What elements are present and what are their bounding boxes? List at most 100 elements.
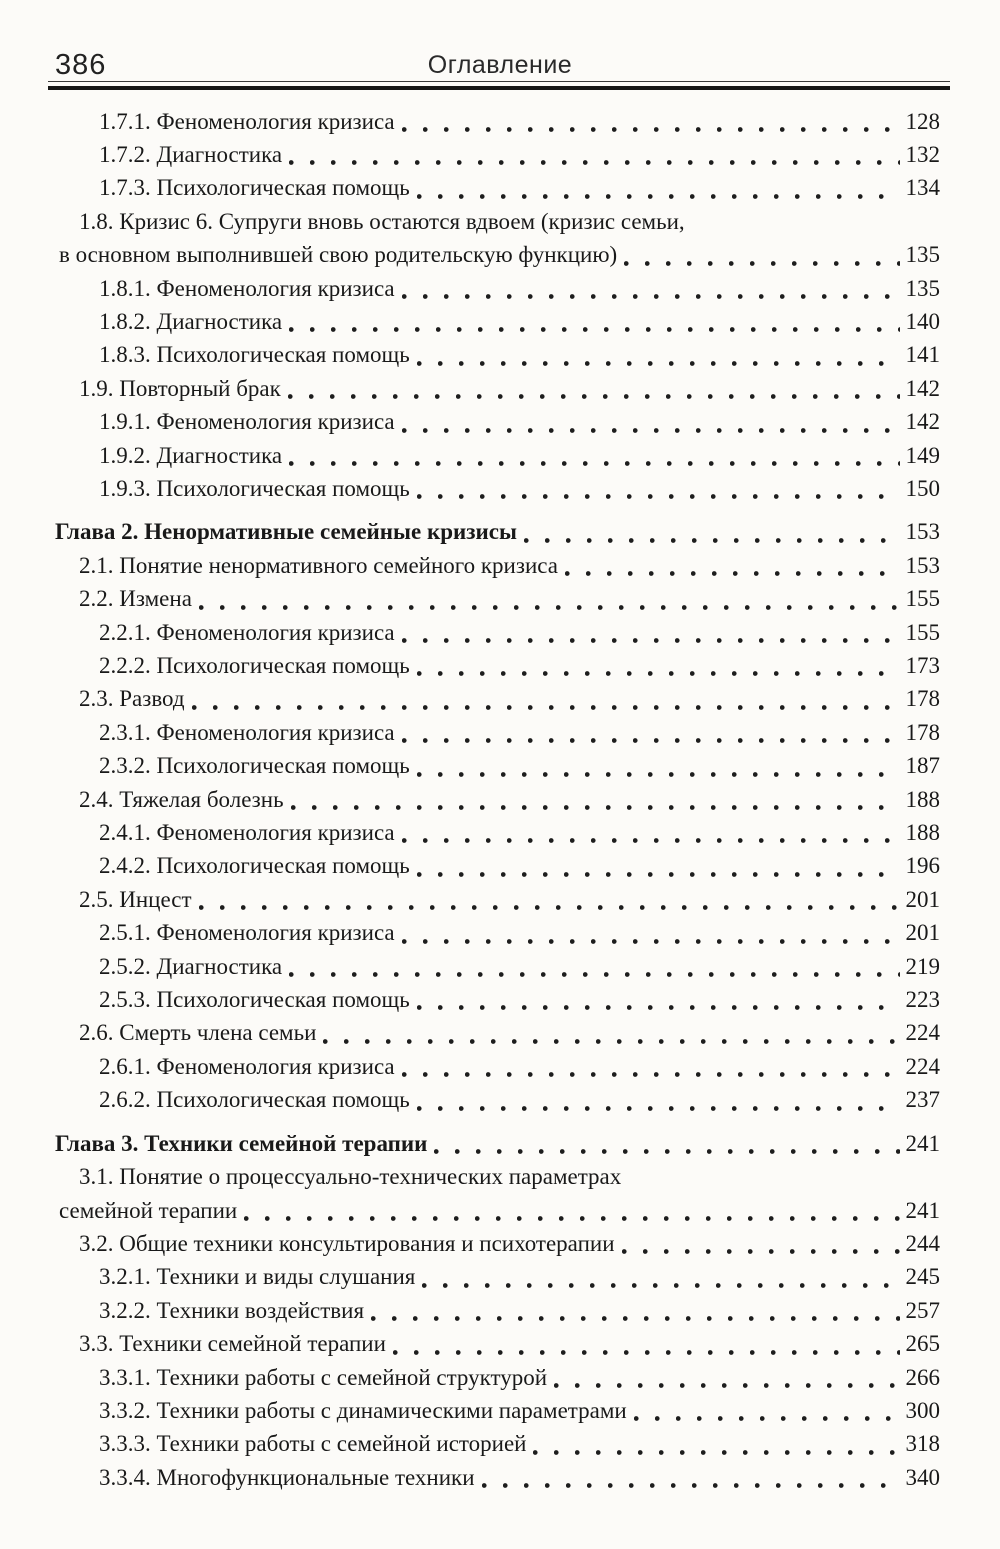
toc-entry: 3.3.4. Многофункциональные техники 340 [99, 1461, 940, 1494]
toc-entry-line: 2.2.1. Феноменология кризиса 155 [99, 616, 940, 649]
toc-page-number: 173 [905, 653, 941, 678]
toc-entry: 1.8.3. Психологическая помощь 141 [99, 338, 940, 371]
dot-leader [191, 704, 900, 712]
dot-leader [624, 260, 900, 268]
dot-leader [323, 1038, 900, 1046]
toc-page-number: 245 [905, 1264, 941, 1290]
dot-leader [198, 905, 900, 913]
toc-entry-title: 2.2.2. Психологическая помощь [99, 653, 410, 678]
toc-page-number: 266 [905, 1364, 941, 1390]
toc-page-number: 153 [905, 552, 941, 578]
toc-entry: 2.5.2. Диагностика 219 [99, 950, 940, 983]
toc-entry-title: 2.3.1. Феноменология кризиса [99, 719, 395, 745]
dot-leader [434, 1149, 900, 1157]
page-number: 386 [55, 49, 107, 81]
toc-entry-line: 2.6.1. Феноменология кризиса 224 [99, 1050, 940, 1083]
toc-entry-title: 2.6. Смерть члена семьи [79, 1020, 317, 1046]
toc-entry-title: 1.7.1. Феноменология кризиса [99, 108, 395, 134]
toc-entry-title: 3.3.3. Техники работы с семейной историе… [99, 1431, 527, 1457]
toc-entry: 2.4.2. Психологическая помощь 196 [99, 849, 940, 882]
dot-leader [416, 871, 900, 879]
toc-page-number: 340 [905, 1464, 941, 1490]
dot-leader [416, 771, 900, 779]
page-header: 386 Оглавление [0, 0, 1000, 80]
toc-entry-line: 3.3.4. Многофункциональные техники 340 [99, 1461, 940, 1494]
toc-entry-line: 2.1. Понятие ненормативного семейного кр… [79, 549, 940, 582]
toc-entry: 2.4.1. Феноменология кризиса 188 [99, 816, 940, 849]
toc-entry-line: 3.2.2. Техники воздействия 257 [99, 1294, 940, 1327]
toc-entry-line: 1.9.1. Феноменология кризиса 142 [99, 405, 940, 438]
toc-page-number: 237 [905, 1087, 941, 1113]
toc-page-number: 265 [905, 1331, 941, 1357]
toc-entry-title: 1.8.2. Диагностика [99, 308, 283, 334]
dot-leader [244, 1215, 900, 1223]
toc-entry: 3.2.1. Техники и виды слушания 245 [99, 1260, 940, 1293]
toc-entry-title: 1.8.3. Психологическая помощь [99, 342, 410, 368]
toc-entry: 2.2.1. Феноменология кризиса 155 [99, 616, 940, 649]
toc-entry-line: 3.2.1. Техники и виды слушания 245 [99, 1260, 940, 1293]
toc-entry-line: 3.2. Общие техники консультирования и пс… [79, 1227, 940, 1260]
toc-entry: 2.3.2. Психологическая помощь 187 [99, 749, 940, 782]
toc-entry-title: 2.5.1. Феноменология кризиса [99, 920, 395, 946]
dot-leader [401, 293, 900, 301]
toc-entry-line: 2.3. Развод 178 [79, 682, 940, 715]
toc-entry-line: 3.3. Техники семейной терапии 265 [79, 1327, 940, 1360]
table-of-contents: 1.7.1. Феноменология кризиса 128 1.7.2. Ди… [0, 90, 1000, 1495]
toc-entry-title: семейной терапии [59, 1197, 238, 1223]
toc-entry: 2.5.3. Психологическая помощь 223 [99, 983, 940, 1016]
toc-page-number: 142 [905, 409, 941, 435]
toc-entry-line: 1.9. Повторный брак 142 [79, 372, 940, 405]
toc-entry-line: 2.3.1. Феноменология кризиса 178 [99, 716, 940, 749]
toc-entry-title: 2.6.1. Феноменология кризиса [99, 1053, 395, 1079]
header-rule-thick [48, 86, 950, 90]
toc-entry-title: 1.9. Повторный брак [79, 375, 281, 401]
toc-page-number: 224 [905, 1053, 941, 1079]
toc-page-number: 201 [905, 886, 941, 912]
toc-page-number: 155 [905, 619, 941, 645]
dot-leader [289, 327, 900, 335]
dot-leader [401, 938, 900, 946]
dot-leader [401, 1072, 900, 1080]
dot-leader [554, 1382, 900, 1390]
toc-page-number: 188 [905, 786, 941, 812]
toc-entry-line: 2.4.2. Психологическая помощь 196 [99, 849, 940, 882]
toc-entry-title: 2.5.2. Диагностика [99, 953, 283, 979]
toc-entry: 3.1. Понятие о процессуально-технических… [59, 1160, 940, 1227]
toc-entry-line: 2.5.3. Психологическая помощь 223 [99, 983, 940, 1016]
toc-entry-title: 3.2. Общие техники консультирования и пс… [79, 1230, 615, 1256]
dot-leader [290, 805, 900, 813]
toc-entry-line: 3.3.1. Техники работы с семейной структу… [99, 1361, 940, 1394]
toc-entry: Глава 3. Техники семейной терапии 241 [55, 1127, 940, 1160]
toc-entry-title: 2.4.1. Феноменология кризиса [99, 820, 395, 846]
toc-entry-title: 3.3. Техники семейной терапии [79, 1331, 386, 1357]
toc-entry: 2.5.1. Феноменология кризиса 201 [99, 916, 940, 949]
toc-page-number: 132 [905, 141, 941, 167]
toc-entry: 1.8.2. Диагностика 140 [99, 305, 940, 338]
toc-page-number: 141 [905, 342, 941, 368]
dot-leader [401, 126, 900, 134]
toc-entry-title: 2.6.2. Психологическая помощь [99, 1087, 410, 1113]
toc-page-number: 150 [905, 475, 941, 501]
dot-leader [401, 427, 900, 435]
dot-leader [198, 604, 900, 612]
toc-entry-line: 2.2.2. Психологическая помощь 173 [99, 649, 940, 682]
toc-entry-title: 1.9.1. Феноменология кризиса [99, 409, 395, 435]
toc-entry-line: 1.8. Кризис 6. Супруги вновь остаются вд… [79, 205, 940, 238]
toc-entry: 2.6. Смерть члена семьи 224 [79, 1016, 940, 1049]
toc-entry-title: 1.9.3. Психологическая помощь [99, 475, 410, 501]
toc-entry-line: 1.7.1. Феноменология кризиса 128 [99, 105, 940, 138]
dot-leader [422, 1282, 900, 1290]
toc-entry: 3.2.2. Техники воздействия 257 [99, 1294, 940, 1327]
toc-page-number: 178 [905, 719, 941, 745]
toc-entry-title: 2.4.2. Психологическая помощь [99, 853, 410, 879]
toc-entry: 1.7.2. Диагностика 132 [99, 138, 940, 171]
dot-leader [416, 1005, 900, 1013]
toc-entry-title: Глава 2. Ненормативные семейные кризисы [55, 519, 517, 545]
dot-leader [401, 838, 900, 846]
toc-entry: 2.5. Инцест 201 [79, 883, 940, 916]
dot-leader [287, 394, 900, 402]
toc-entry-title: 3.3.4. Многофункциональные техники [99, 1464, 475, 1490]
toc-entry-title: 2.2. Измена [79, 586, 192, 612]
toc-entry: 2.3.1. Феноменология кризиса 178 [99, 716, 940, 749]
toc-page-number: 318 [905, 1431, 941, 1457]
